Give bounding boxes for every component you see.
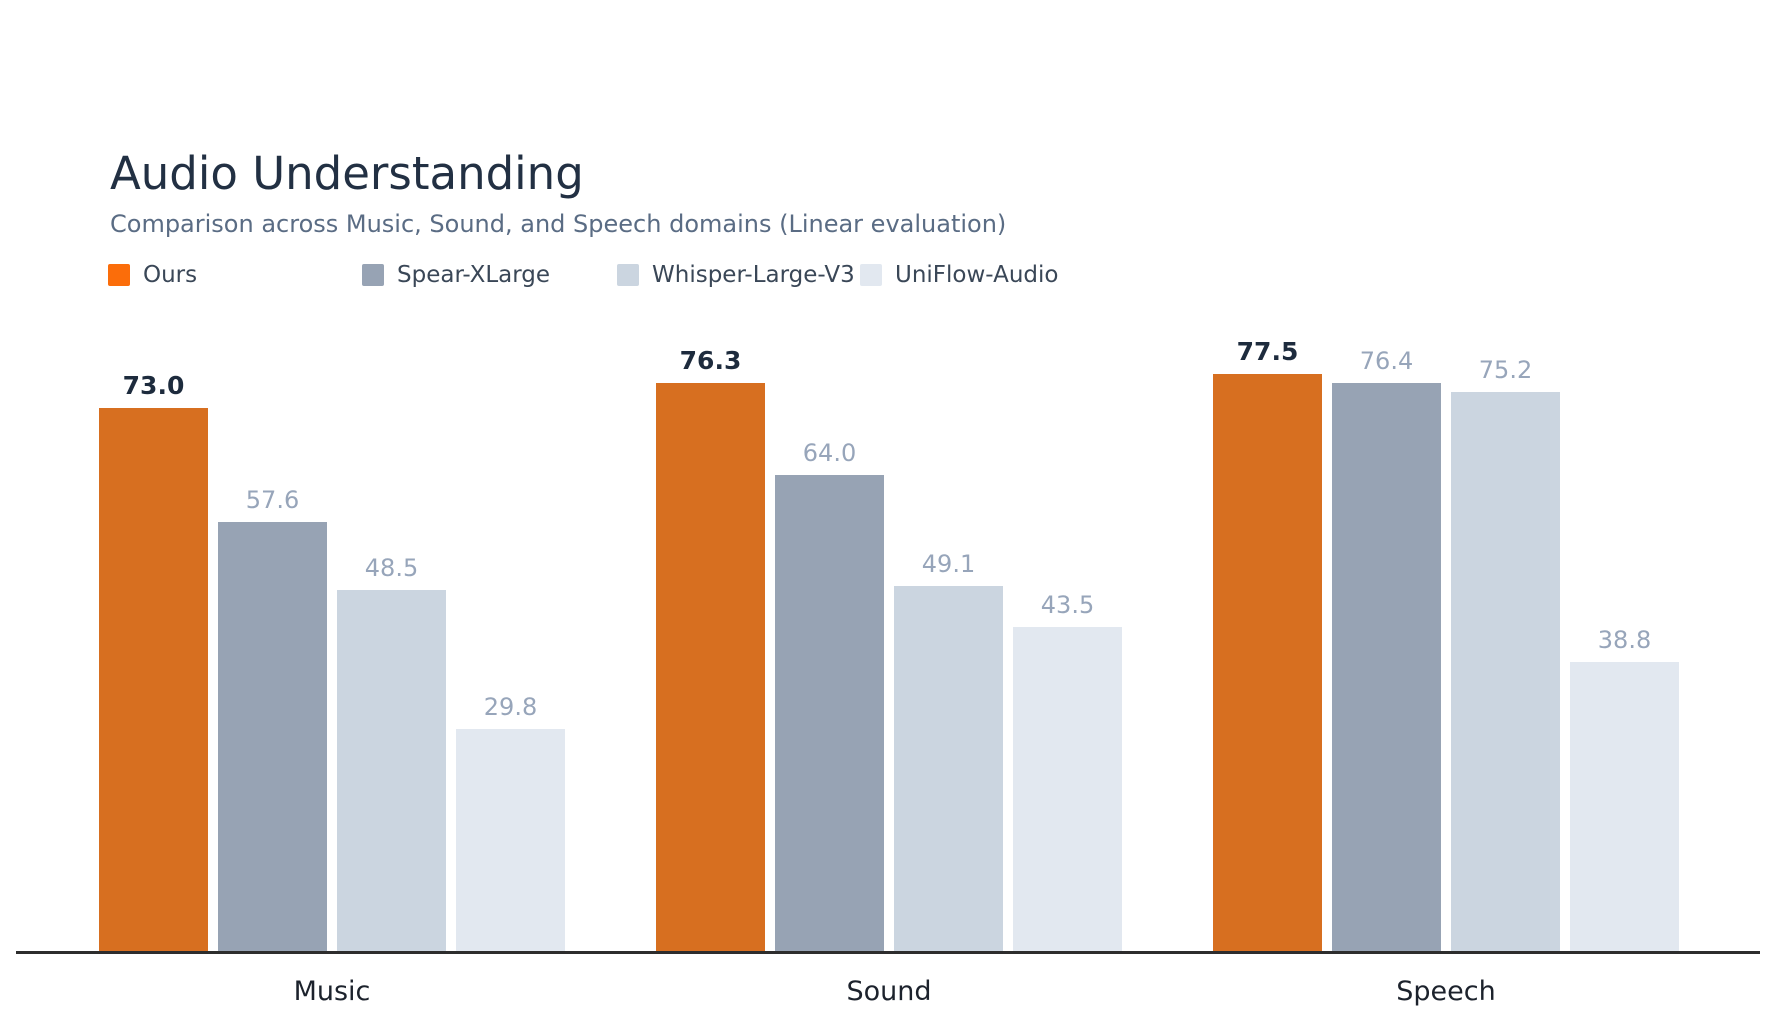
- value-label-sound-uniflow-audio: 43.5: [1040, 591, 1095, 619]
- bar-group-sound: 76.3 64.0 49.1 43.5: [656, 346, 1122, 951]
- chart-header: Audio Understanding Comparison across Mu…: [110, 148, 1006, 238]
- legend-item-uniflow-audio: UniFlow-Audio: [860, 262, 1058, 288]
- value-label-speech-whisper-large-v3: 75.2: [1478, 356, 1533, 384]
- bar-sound-spear-xlarge: 64.0: [775, 439, 884, 951]
- bar-music-ours: 73.0: [99, 371, 208, 951]
- bar-speech-whisper-large-v3: 75.2: [1451, 356, 1560, 951]
- value-label-speech-uniflow-audio: 38.8: [1597, 626, 1652, 654]
- bar-music-whisper-large-v3: 48.5: [337, 554, 446, 951]
- value-label-speech-ours: 77.5: [1236, 337, 1299, 366]
- value-label-music-whisper-large-v3: 48.5: [364, 554, 419, 582]
- value-label-speech-spear-xlarge: 76.4: [1359, 347, 1414, 375]
- legend-label: Spear-XLarge: [397, 262, 551, 288]
- legend-swatch-whisper-large-v3: [617, 264, 639, 286]
- value-label-sound-spear-xlarge: 64.0: [802, 439, 857, 467]
- category-label-music: Music: [293, 976, 371, 1007]
- bar-sound-whisper-large-v3: 49.1: [894, 550, 1003, 951]
- legend-label: Whisper-Large-V3: [652, 262, 855, 288]
- bar-sound-uniflow-audio: 43.5: [1013, 591, 1122, 951]
- legend-item-spear-xlarge: Spear-XLarge: [362, 262, 550, 288]
- chart-title: Audio Understanding: [110, 147, 584, 200]
- bar-music-uniflow-audio: 29.8: [456, 693, 565, 951]
- x-axis-line: [16, 951, 1760, 954]
- category-label-speech: Speech: [1396, 976, 1496, 1007]
- bar-speech-spear-xlarge: 76.4: [1332, 347, 1441, 951]
- bar-sound-ours: 76.3: [656, 346, 765, 951]
- legend-swatch-uniflow-audio: [860, 264, 882, 286]
- value-label-sound-whisper-large-v3: 49.1: [921, 550, 976, 578]
- legend-item-ours: Ours: [108, 262, 197, 288]
- value-label-sound-ours: 76.3: [679, 346, 742, 375]
- bar-speech-uniflow-audio: 38.8: [1570, 626, 1679, 951]
- legend-label: Ours: [143, 262, 198, 288]
- bar-group-speech: 77.5 76.4 75.2 38.8: [1213, 337, 1679, 951]
- value-label-music-uniflow-audio: 29.8: [483, 693, 538, 721]
- chart-subtitle: Comparison across Music, Sound, and Spee…: [110, 209, 1007, 238]
- category-label-sound: Sound: [846, 976, 932, 1007]
- legend-label: UniFlow-Audio: [895, 262, 1059, 288]
- chart-legend: Ours Spear-XLarge Whisper-Large-V3 UniFlow-…: [0, 262, 1776, 288]
- legend-swatch-ours: [108, 264, 130, 286]
- legend-swatch-spear-xlarge: [362, 264, 384, 286]
- bar-music-spear-xlarge: 57.6: [218, 486, 327, 951]
- bar-group-music: 73.0 57.6 48.5 29.8: [99, 371, 565, 951]
- bar-speech-ours: 77.5: [1213, 337, 1322, 951]
- value-label-music-ours: 73.0: [122, 371, 185, 400]
- value-label-music-spear-xlarge: 57.6: [245, 486, 300, 514]
- legend-item-whisper-large-v3: Whisper-Large-V3: [617, 262, 855, 288]
